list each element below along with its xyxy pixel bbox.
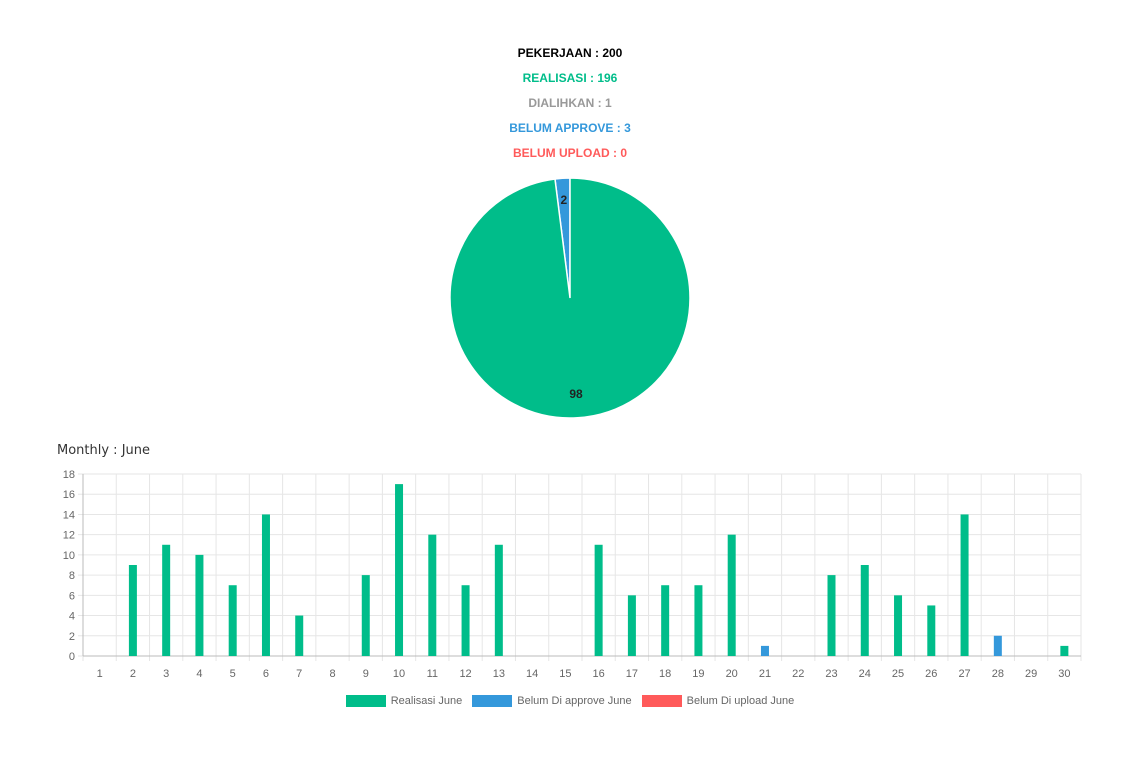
bar-realisasi[interactable] (295, 615, 304, 656)
pie-slice[interactable] (449, 177, 691, 419)
chart-legend: Realisasi June Belum Di approve June Bel… (0, 695, 1140, 707)
x-tick-label: 18 (659, 668, 671, 680)
y-tick-label: 4 (69, 611, 75, 623)
bar-realisasi[interactable] (727, 534, 736, 656)
y-tick-label: 16 (63, 489, 75, 501)
x-tick-label: 7 (296, 668, 302, 680)
bar-realisasi[interactable] (860, 565, 869, 656)
y-tick-label: 18 (63, 469, 75, 481)
bar-realisasi[interactable] (428, 534, 437, 656)
x-tick-label: 23 (825, 668, 837, 680)
legend-swatch (472, 695, 513, 707)
y-tick-label: 12 (63, 530, 75, 542)
belum-approve-total: BELUM APPROVE : 3 (509, 121, 631, 135)
x-tick-label: 17 (626, 668, 638, 680)
pekerjaan-total: PEKERJAAN : 200 (517, 46, 623, 60)
bar-realisasi[interactable] (927, 605, 936, 656)
summary-block: PEKERJAAN : 200 REALISASI : 196 DIALIHKA… (0, 44, 1140, 169)
pie-slice-label: 2 (560, 193, 567, 207)
x-tick-label: 14 (526, 668, 538, 680)
x-tick-label: 9 (363, 668, 369, 680)
x-tick-label: 6 (263, 668, 269, 680)
legend-label: Belum Di upload June (686, 695, 795, 707)
x-tick-label: 15 (559, 668, 571, 680)
legend-swatch (641, 695, 682, 707)
legend-item-belum-approve[interactable]: Belum Di approve June (472, 695, 632, 707)
bar-realisasi[interactable] (128, 565, 137, 656)
y-tick-label: 2 (69, 631, 75, 643)
bar-realisasi[interactable] (1060, 645, 1069, 656)
x-tick-label: 10 (393, 668, 405, 680)
x-tick-label: 12 (459, 668, 471, 680)
bar-belum-approve[interactable] (993, 635, 1002, 656)
x-tick-label: 30 (1058, 668, 1070, 680)
x-tick-label: 1 (97, 668, 103, 680)
bar-belum-approve[interactable] (760, 645, 769, 656)
legend-label: Belum Di approve June (517, 695, 632, 707)
x-tick-label: 22 (792, 668, 804, 680)
pie-chart: 2 98 (449, 177, 691, 419)
x-tick-label: 4 (196, 668, 202, 680)
x-tick-label: 19 (692, 668, 704, 680)
bar-realisasi[interactable] (361, 575, 370, 656)
x-tick-label: 5 (230, 668, 236, 680)
bar-realisasi[interactable] (395, 484, 404, 656)
x-tick-label: 8 (329, 668, 335, 680)
bar-realisasi[interactable] (228, 585, 237, 656)
x-tick-label: 26 (925, 668, 937, 680)
bar-realisasi[interactable] (494, 544, 503, 656)
legend-item-belum-upload[interactable]: Belum Di upload June (641, 695, 795, 707)
x-tick-label: 24 (859, 668, 871, 680)
monthly-title: Monthly : June (57, 443, 151, 458)
bar-realisasi[interactable] (162, 544, 171, 656)
x-tick-label: 3 (163, 668, 169, 680)
bar-realisasi[interactable] (661, 585, 670, 656)
y-tick-label: 6 (69, 590, 75, 602)
bar-realisasi[interactable] (694, 585, 703, 656)
x-tick-label: 25 (892, 668, 904, 680)
legend-label: Realisasi June (390, 695, 463, 707)
x-tick-label: 2 (130, 668, 136, 680)
pie-slice-label: 98 (569, 387, 583, 401)
y-tick-label: 14 (63, 509, 75, 521)
bar-realisasi[interactable] (827, 575, 836, 656)
bar-realisasi[interactable] (195, 554, 204, 656)
bar-realisasi[interactable] (461, 585, 470, 656)
realisasi-total: REALISASI : 196 (522, 71, 618, 85)
x-tick-label: 28 (992, 668, 1004, 680)
x-tick-label: 20 (726, 668, 738, 680)
x-tick-label: 16 (593, 668, 605, 680)
y-tick-label: 10 (63, 550, 75, 562)
legend-swatch (345, 695, 386, 707)
dialihkan-total: DIALIHKAN : 1 (528, 96, 612, 110)
legend-item-realisasi[interactable]: Realisasi June (345, 695, 463, 707)
x-tick-label: 27 (958, 668, 970, 680)
y-tick-label: 8 (69, 570, 75, 582)
x-tick-label: 29 (1025, 668, 1037, 680)
x-tick-label: 21 (759, 668, 771, 680)
x-tick-label: 11 (427, 668, 438, 680)
bar-realisasi[interactable] (627, 595, 636, 656)
bar-realisasi[interactable] (894, 595, 903, 656)
bar-realisasi[interactable] (594, 544, 603, 656)
bar-realisasi[interactable] (960, 514, 969, 656)
x-tick-label: 13 (493, 668, 505, 680)
bar-realisasi[interactable] (261, 514, 270, 656)
y-tick-label: 0 (69, 651, 75, 663)
belum-upload-total: BELUM UPLOAD : 0 (513, 146, 627, 160)
